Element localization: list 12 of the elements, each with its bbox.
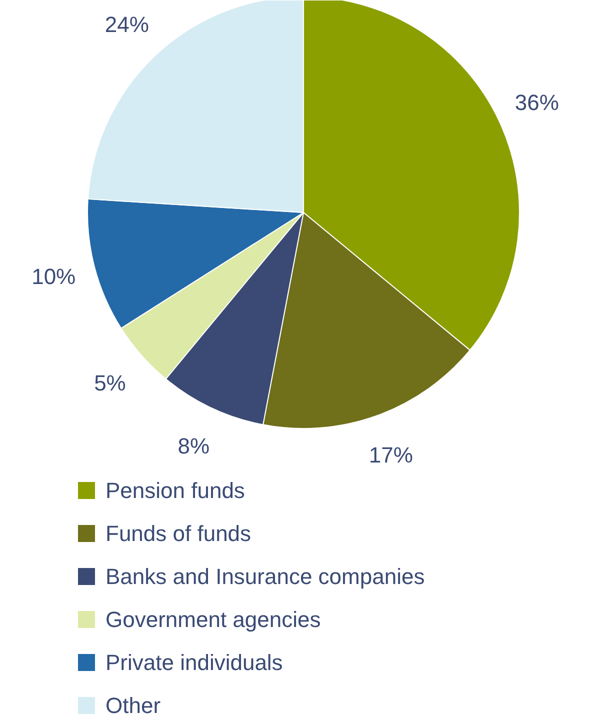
data-label: 8% [178,433,210,458]
data-label: 24% [104,12,149,37]
data-label: 5% [94,370,126,396]
data-label: 17% [368,442,413,468]
legend-label: Government agencies [106,607,321,632]
data-label: 10% [32,264,76,290]
legend-label: Private individuals [106,650,283,675]
legend-label: Other [106,693,161,718]
data-label: 36% [514,90,559,116]
legend-label: Pension funds [106,478,245,503]
legend-label: Banks and Insurance companies [106,564,425,589]
legend-label: Funds of funds [106,521,252,546]
